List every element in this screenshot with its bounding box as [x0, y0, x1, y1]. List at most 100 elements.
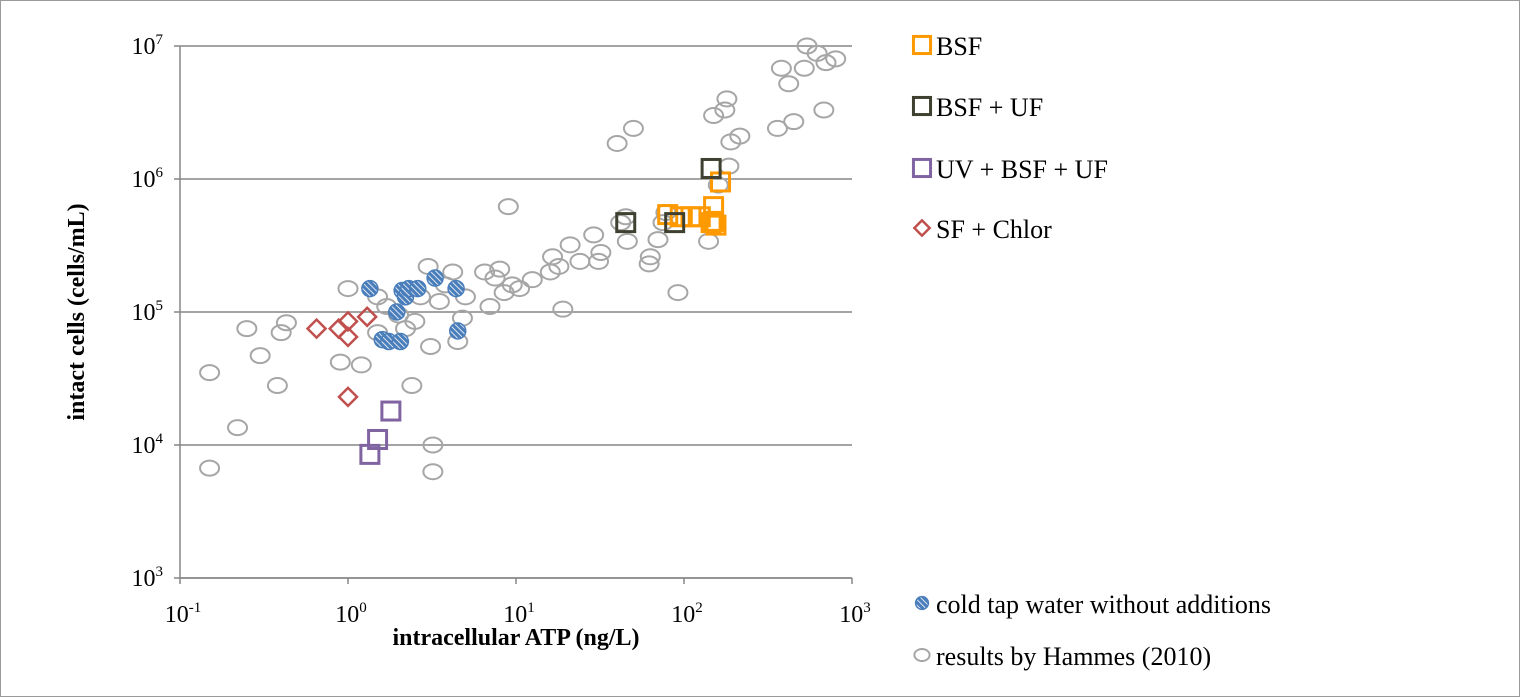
data-point-s0-43 — [569, 252, 591, 270]
data-point-s0-37 — [521, 271, 543, 289]
data-point-s0-67 — [770, 59, 792, 77]
x-tick-label-2: 101 — [503, 600, 535, 628]
data-point-s3-0 — [615, 212, 637, 234]
gridlines — [180, 45, 852, 579]
data-point-s0-17 — [404, 312, 426, 330]
legend-label-2: UV + BSF + UF — [936, 155, 1108, 184]
data-point-s0-25 — [442, 263, 464, 281]
data-point-s0-45 — [588, 252, 610, 270]
data-point-s0-73 — [813, 101, 835, 119]
data-point-s0-0 — [199, 364, 221, 382]
data-point-s3-2 — [700, 157, 722, 179]
legend-label-5: results by Hammes (2010) — [936, 642, 1211, 671]
data-point-s0-8 — [329, 353, 351, 371]
data-point-s1-10 — [447, 279, 465, 298]
data-point-s0-10 — [350, 356, 372, 374]
data-point-s5-3 — [337, 326, 359, 348]
data-point-s0-74 — [815, 54, 837, 72]
series-2 — [657, 171, 732, 236]
data-points — [199, 37, 847, 481]
series-1 — [361, 269, 467, 351]
data-point-s5-0 — [305, 317, 328, 340]
data-point-s0-61 — [714, 101, 736, 119]
y-axis-title: intact cells (cells/mL) — [64, 203, 90, 420]
data-point-s0-65 — [729, 127, 751, 145]
data-point-s1-9 — [426, 269, 444, 287]
legend-label-3: SF + Chlor — [936, 215, 1052, 244]
legend: BSF BSF + UF UV + BSF + UF SF + Chlor cold t… — [911, 32, 1271, 671]
legend-marker-3 — [912, 218, 932, 238]
data-point-s0-47 — [606, 134, 628, 152]
legend-item-5: results by Hammes (2010) — [913, 642, 1211, 671]
data-point-s0-70 — [793, 59, 815, 77]
data-point-s0-2 — [227, 419, 249, 437]
x-axis-title: intracellular ATP (ng/L) — [392, 625, 639, 651]
legend-marker-1 — [911, 95, 933, 117]
data-point-s5-5 — [337, 386, 359, 408]
x-tick-labels: 10-1 100 101 102 103 — [165, 600, 871, 628]
legend-item-2: UV + BSF + UF — [911, 155, 1108, 184]
legend-item-1: BSF + UF — [911, 93, 1043, 122]
data-point-s0-62 — [716, 90, 738, 108]
legend-marker-4 — [914, 595, 930, 611]
y-tick-label-1: 104 — [132, 431, 164, 459]
x-tick-label-1: 100 — [335, 600, 367, 628]
legend-item-3: SF + Chlor — [912, 215, 1052, 244]
data-point-s1-3 — [387, 303, 406, 321]
data-point-s0-4 — [249, 347, 271, 365]
data-point-s0-16 — [401, 377, 423, 395]
y-tick-labels: 103 104 105 106 107 — [132, 32, 164, 592]
x-tick-label-0: 10-1 — [165, 600, 202, 628]
data-point-s2-5 — [703, 210, 725, 232]
data-point-s0-7 — [275, 314, 297, 332]
data-point-s1-8 — [408, 279, 427, 298]
y-tick-label-3: 106 — [132, 165, 164, 193]
data-point-s0-1 — [199, 459, 221, 477]
data-point-s0-69 — [783, 113, 805, 131]
data-point-s2-1 — [669, 206, 691, 228]
data-point-s0-58 — [698, 232, 720, 250]
data-point-s0-5 — [266, 377, 288, 395]
data-point-s4-1 — [367, 428, 389, 450]
data-point-s1-0 — [361, 279, 379, 298]
series-3 — [615, 157, 722, 234]
y-tick-label-4: 107 — [132, 32, 164, 60]
data-point-s0-20 — [420, 338, 442, 356]
data-point-s0-23 — [428, 292, 450, 310]
legend-item-0: BSF — [911, 32, 982, 61]
data-point-s0-41 — [552, 300, 574, 318]
data-point-s0-44 — [583, 226, 605, 244]
data-point-s1-4 — [391, 332, 410, 351]
data-point-s0-68 — [778, 75, 800, 93]
data-point-s1-11 — [448, 322, 467, 340]
data-point-s0-50 — [616, 232, 638, 250]
data-point-s5-2 — [337, 310, 359, 333]
data-point-s0-39 — [542, 248, 564, 266]
y-tick-label-2: 105 — [132, 298, 164, 326]
data-point-s0-9 — [337, 280, 359, 298]
data-point-s0-57 — [667, 284, 689, 302]
data-point-s0-29 — [474, 263, 496, 281]
legend-marker-2 — [911, 157, 933, 179]
series-0 — [199, 37, 847, 481]
y-tick-label-0: 103 — [132, 564, 164, 592]
data-point-s0-53 — [639, 248, 661, 266]
legend-item-4: cold tap water without additions — [914, 590, 1271, 619]
data-point-s0-42 — [559, 236, 581, 254]
data-point-s5-4 — [356, 306, 378, 328]
data-point-s0-59 — [703, 107, 725, 125]
data-point-s0-6 — [270, 324, 292, 342]
data-point-s0-3 — [236, 320, 258, 338]
data-point-s3-1 — [664, 212, 686, 234]
legend-label-0: BSF — [936, 32, 982, 61]
data-point-s0-30 — [479, 297, 501, 315]
axes — [174, 45, 853, 584]
data-point-s4-2 — [380, 400, 402, 422]
legend-marker-5 — [913, 648, 931, 662]
data-point-s0-54 — [647, 231, 669, 249]
data-point-s0-52 — [638, 255, 660, 273]
x-tick-label-4: 103 — [839, 600, 871, 628]
data-point-s2-7 — [705, 214, 727, 236]
data-point-s0-46 — [590, 244, 612, 262]
data-point-s0-66 — [766, 119, 788, 137]
